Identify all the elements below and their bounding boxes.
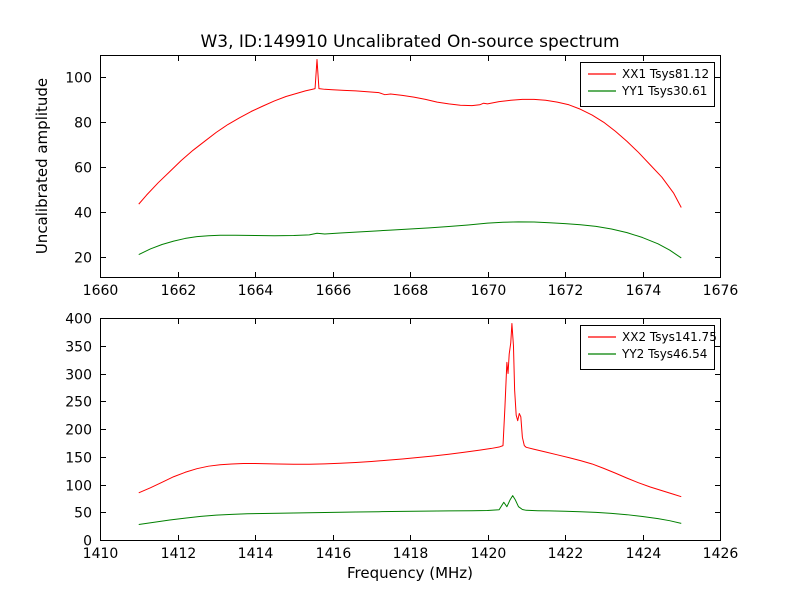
legend-label: YY1 Tsys30.61 [621,84,707,98]
x-tick-label: 1422 [548,546,584,562]
axes-frame [100,55,721,278]
legend: XX1 Tsys81.12 YY1 Tsys30.61 [580,62,715,107]
legend-label: XX1 Tsys81.12 [622,67,709,81]
y-tick-label: 100 [65,479,92,495]
x-tick-label: 1416 [316,546,352,562]
y-tick-label: 400 [65,312,92,328]
legend-box [580,325,715,370]
y-tick-label: 300 [65,368,92,384]
y-tick-label: 200 [65,423,92,439]
series-line-xx2 [138,323,682,498]
y-tick-label: 350 [65,340,92,356]
y-tick-label: 20 [74,251,92,267]
series-line-yy2 [138,495,682,525]
x-tick-label: 1660 [83,283,119,299]
x-axis-label: Frequency (MHz) [347,564,473,582]
y-tick-label: 40 [74,206,92,222]
series-line-xx1 [138,58,682,208]
subplot-1: 1660 1662 1664 1666 1668 1670 1672 1674 1676 20 40… [65,55,739,299]
plot-areas: 1660 1662 1664 1666 1668 1670 1672 1674 1676 20 40… [65,55,739,563]
x-tick-label: 1424 [626,546,662,562]
x-tick-label: 1662 [161,283,197,299]
x-tick-label: 1412 [161,546,197,562]
x-tick-label: 1676 [703,283,739,299]
x-tick-label: 1426 [703,546,739,562]
legend: XX2 Tsys141.75 YY2 Tsys46.54 [580,325,717,370]
x-tick-label: 1420 [471,546,507,562]
x-tick-label: 1674 [626,283,662,299]
axes-frame [100,318,721,541]
subplot-2: 1410 1412 1414 1416 1418 1420 1422 1424 1426 0 50 1… [65,312,738,563]
x-tick-label: 1414 [238,546,274,562]
x-tick-label: 1418 [393,546,429,562]
x-tick-label: 1668 [393,283,429,299]
x-tick-label: 1670 [471,283,507,299]
legend-label: YY2 Tsys46.54 [621,347,707,361]
y-tick-label: 60 [74,161,92,177]
legend-box [580,62,715,107]
y-axis-label: Uncalibrated amplitude [33,78,51,254]
y-tick-label: 250 [65,395,92,411]
y-tick-label: 100 [65,71,92,87]
y-tick-label: 50 [74,506,92,522]
y-tick-label: 150 [65,451,92,467]
series-line-yy1 [138,221,682,259]
chart-title: W3, ID:149910 Uncalibrated On-source spe… [200,32,619,52]
x-tick-label: 1664 [238,283,274,299]
y-tick-label: 80 [74,116,92,132]
y-tick-label: 0 [83,534,92,550]
x-tick-label: 1666 [316,283,352,299]
legend-label: XX2 Tsys141.75 [622,330,717,344]
x-tick-label: 1410 [83,546,119,562]
x-tick-label: 1672 [548,283,584,299]
